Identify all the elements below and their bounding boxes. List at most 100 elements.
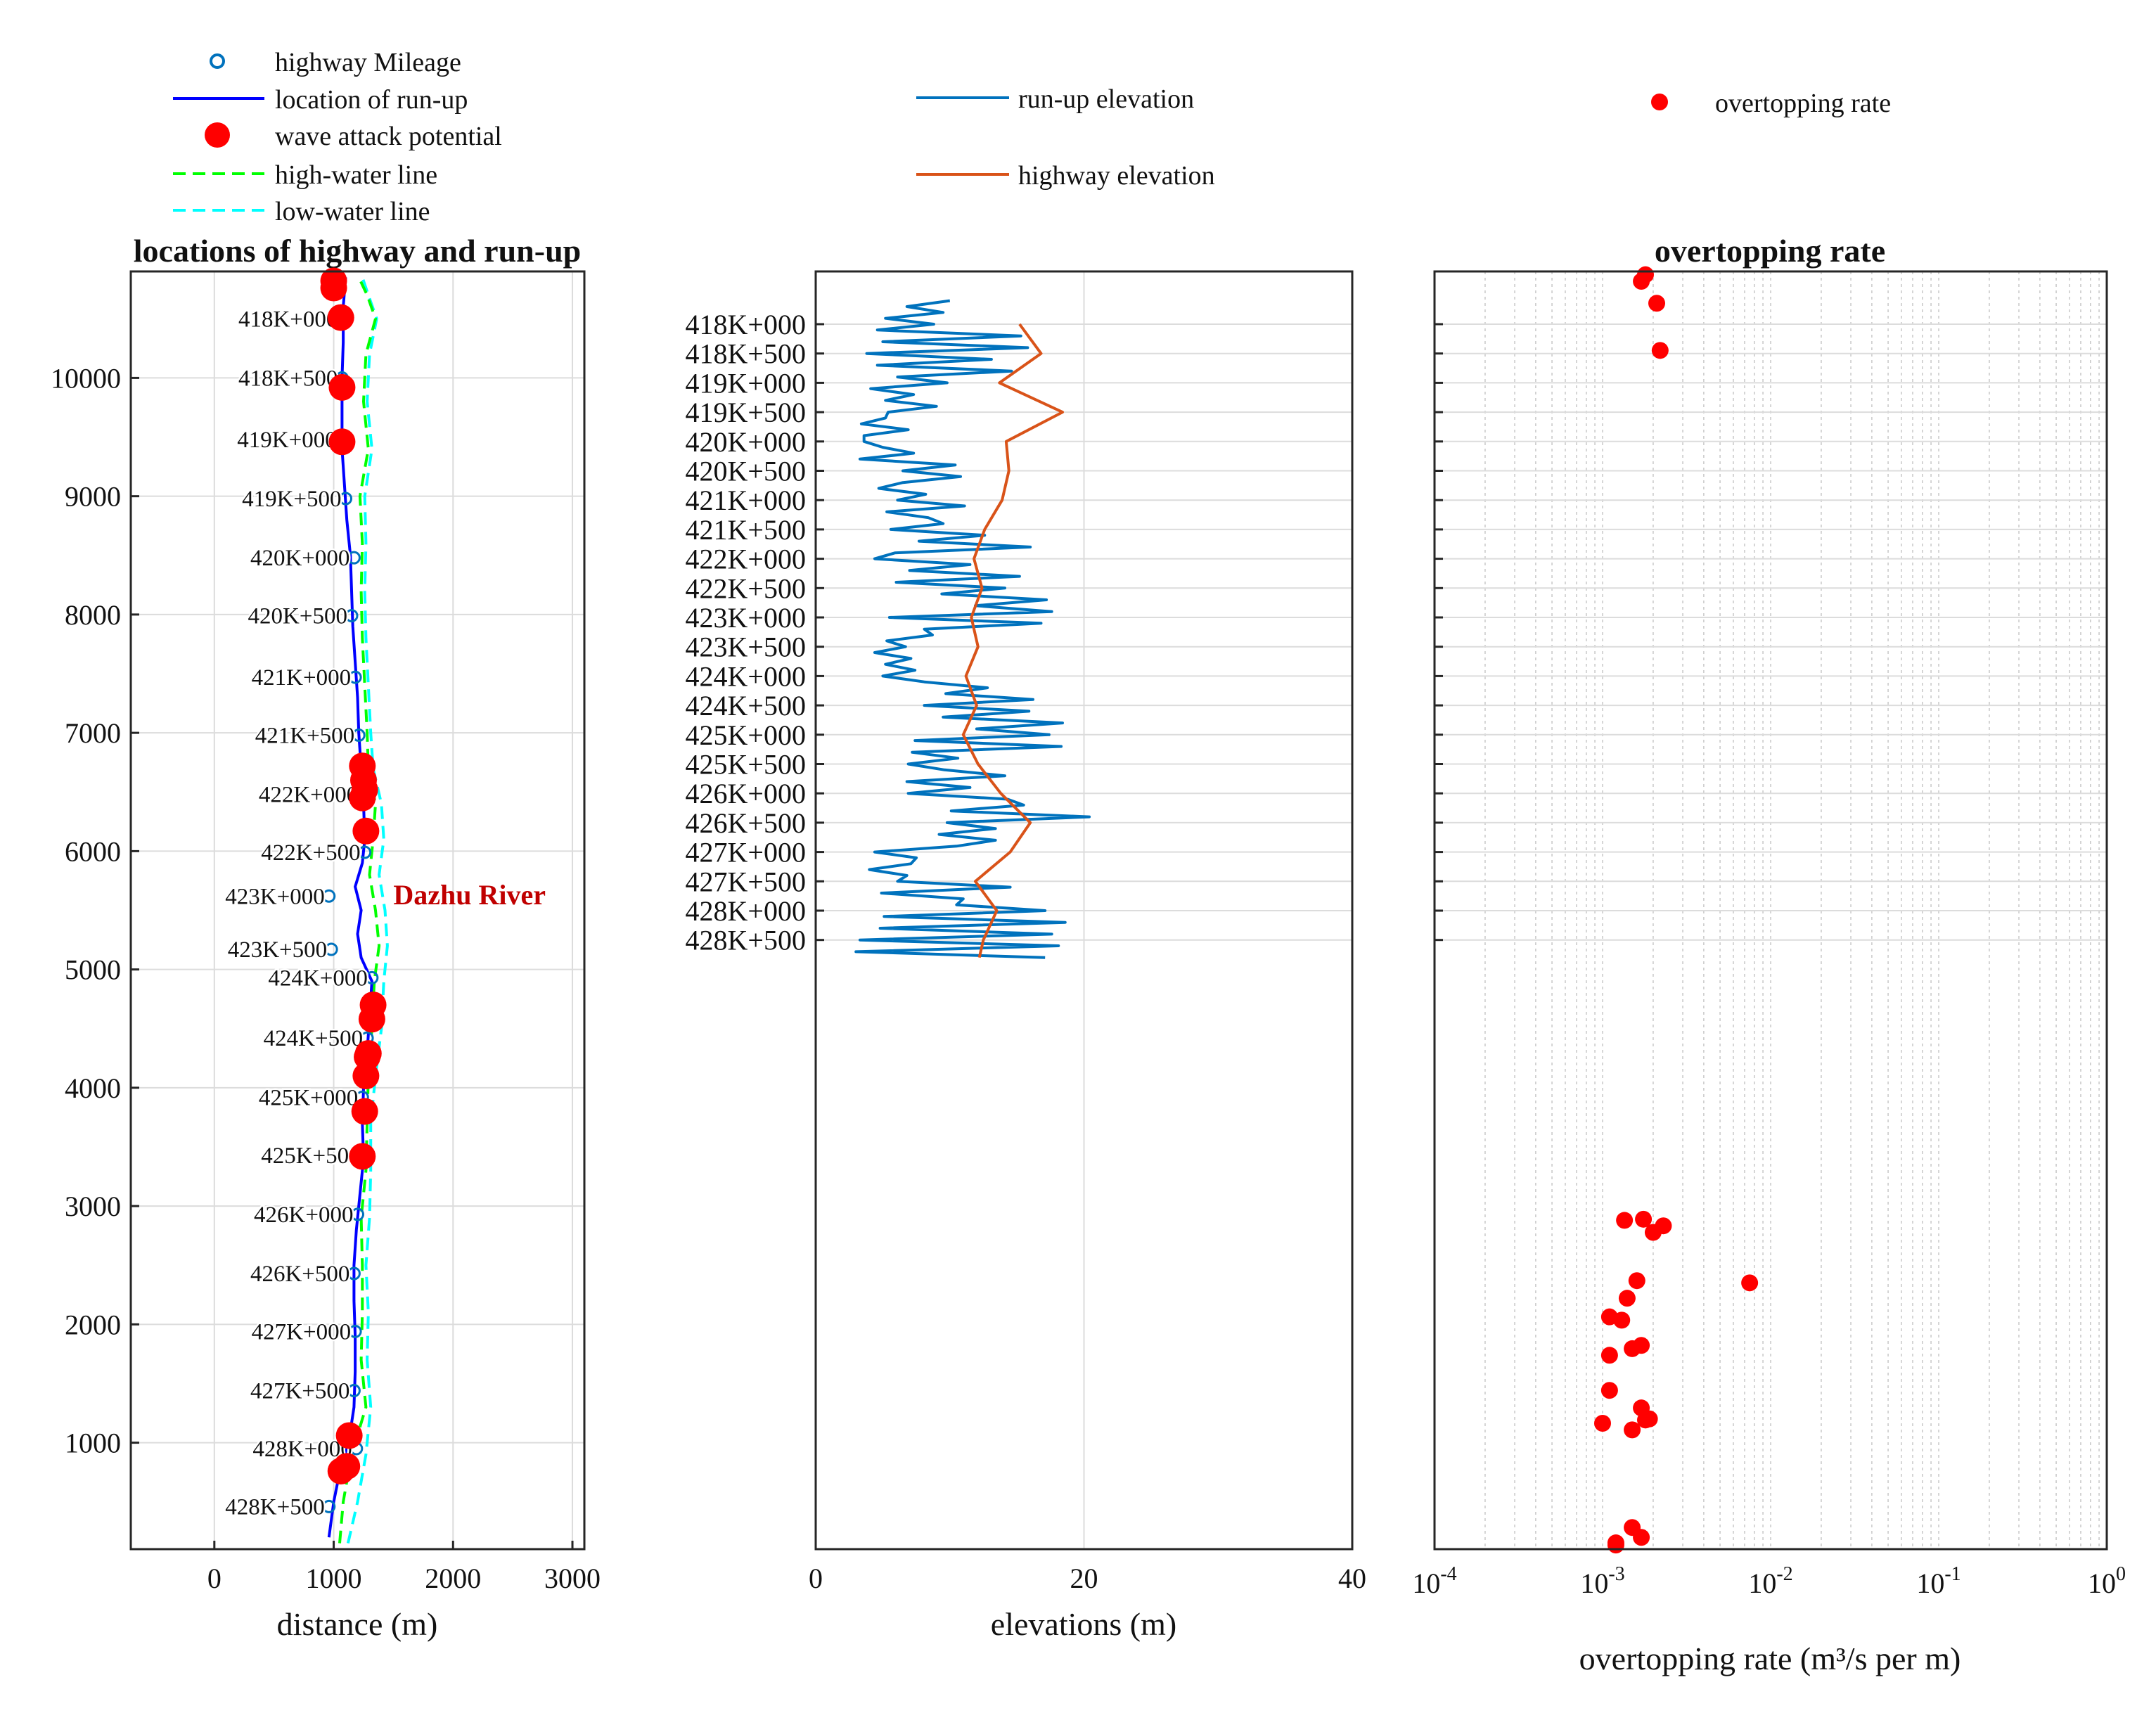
overtopping-point-15 xyxy=(1600,1347,1618,1364)
y-tick-label-12: 424K+000 xyxy=(686,660,806,692)
legend-high-water-label: high-water line xyxy=(275,160,437,190)
overtopping-point-8 xyxy=(1628,1272,1645,1290)
y-tick-label-6: 7000 xyxy=(65,717,121,749)
series-run-up-elevation xyxy=(854,299,1091,959)
mileage-marker-10 xyxy=(322,889,336,903)
overtopping-point-7 xyxy=(1644,1224,1662,1241)
panel-elevations-grid xyxy=(815,271,1353,1549)
mileage-label-19: 427K+500 xyxy=(250,1379,349,1404)
mileage-marker-9 xyxy=(358,845,372,859)
mileage-label-5: 420K+500 xyxy=(248,604,347,629)
panel-locations: locations of highway and run-up 418K+000… xyxy=(51,233,601,1642)
panel-locations-wave-attack xyxy=(320,267,387,1484)
wave-attack-point-14 xyxy=(352,1063,380,1090)
wave-attack-point-8 xyxy=(349,784,376,811)
panel-locations-frame xyxy=(129,270,586,1551)
legend-highway-elevation-label: highway elevation xyxy=(1018,161,1215,191)
legend-runup-location-label: location of run-up xyxy=(275,85,468,115)
mileage-label-13: 424K+500 xyxy=(264,1026,363,1051)
mileage-label-12: 424K+000 xyxy=(268,965,367,991)
y-tick-label-0: 418K+000 xyxy=(686,309,806,340)
y-tick-label-15: 425K+500 xyxy=(686,749,806,781)
high-water-line xyxy=(338,276,381,1544)
river-annotation: Dazhu River xyxy=(393,879,546,911)
panel-overtopping-title: overtopping rate xyxy=(1655,233,1885,269)
y-tick-label-21: 428K+500 xyxy=(686,925,806,956)
mileage-marker-4 xyxy=(347,551,361,565)
wave-attack-point-17 xyxy=(335,1422,363,1449)
panel-locations-ticks: 0 1000 2000 3000 1000 2000 3000 4000 5000 6000 700… xyxy=(51,362,601,1594)
overtopping-point-1 xyxy=(1633,273,1650,290)
legend-mileage-marker xyxy=(210,53,225,69)
mileage-label-8: 422K+000 xyxy=(259,783,358,808)
overtopping-point-12 xyxy=(1613,1311,1631,1329)
y-tick-label-4: 5000 xyxy=(65,954,121,986)
x-tick-label-1: 1000 xyxy=(306,1563,362,1594)
y-tick-label-5: 6000 xyxy=(65,835,121,867)
wave-attack-point-1 xyxy=(320,274,347,302)
runup-location-line xyxy=(327,277,373,1538)
panel-elevations-lines xyxy=(854,299,1091,959)
mileage-marker-3 xyxy=(339,492,353,506)
panel-elevations-xlabel: elevations (m) xyxy=(991,1606,1176,1642)
overtopping-point-2 xyxy=(1648,295,1666,312)
y-tick-label-3: 419K+500 xyxy=(686,397,806,428)
legend-wave-attack-marker xyxy=(205,122,230,148)
mileage-marker-16 xyxy=(351,1207,364,1221)
wave-attack-point-11 xyxy=(358,1006,385,1033)
wave-attack-point-9 xyxy=(352,817,380,845)
legend-low-water-label: low-water line xyxy=(275,197,430,226)
y-tick-label-16: 426K+000 xyxy=(686,778,806,809)
x-tick-label-3: 3000 xyxy=(544,1563,601,1594)
x-tick-label-0: 0 xyxy=(809,1563,823,1594)
overtopping-point-9 xyxy=(1741,1274,1759,1292)
y-tick-label-8: 9000 xyxy=(65,481,121,513)
y-tick-label-9: 10000 xyxy=(51,362,121,394)
y-tick-label-1: 2000 xyxy=(65,1309,121,1340)
mileage-marker-7 xyxy=(352,729,366,743)
panel-elevations-ticks: 0 20 40418K+000418K+500419K+000419K+500420… xyxy=(686,309,1366,1594)
mileage-label-9: 422K+500 xyxy=(261,840,360,866)
mileage-label-18: 427K+000 xyxy=(252,1319,351,1345)
mileage-label-16: 426K+000 xyxy=(254,1202,353,1228)
mileage-label-1: 418K+500 xyxy=(238,366,338,391)
y-tick-label-4: 420K+000 xyxy=(686,426,806,458)
panel-overtopping: overtopping rate 10-4 10-3 10-2 10-1 100 ove… xyxy=(1412,233,2126,1676)
overtopping-point-3 xyxy=(1651,342,1669,359)
x-tick-label-3: 10-1 xyxy=(1916,1563,1961,1599)
legend-middle: run-up elevation highway elevation xyxy=(916,84,1215,191)
mileage-marker-17 xyxy=(347,1266,361,1281)
overtopping-point-19 xyxy=(1637,1411,1655,1429)
legend-overtopping-marker xyxy=(1651,94,1668,110)
mileage-label-15: 425K+500 xyxy=(261,1143,360,1169)
y-tick-label-7: 8000 xyxy=(65,599,121,631)
mileage-marker-11 xyxy=(324,942,338,956)
overtopping-point-20 xyxy=(1594,1415,1611,1432)
wave-attack-point-3 xyxy=(328,373,356,401)
y-tick-label-7: 421K+500 xyxy=(686,514,806,546)
mileage-label-3: 419K+500 xyxy=(242,487,341,512)
wave-attack-point-2 xyxy=(327,304,354,331)
mileage-label-11: 423K+500 xyxy=(228,937,327,963)
y-tick-label-2: 419K+000 xyxy=(686,367,806,399)
mileage-marker-21 xyxy=(322,1499,336,1513)
wave-attack-point-15 xyxy=(351,1098,378,1125)
y-tick-label-10: 423K+000 xyxy=(686,602,806,634)
overtopping-point-25 xyxy=(1607,1536,1624,1554)
panel-locations-title: locations of highway and run-up xyxy=(134,233,582,269)
panel-overtopping-xlabel: overtopping rate (m³/s per m) xyxy=(1579,1641,1961,1676)
mileage-marker-19 xyxy=(347,1384,361,1398)
legend-right: overtopping rate xyxy=(1651,89,1891,118)
overtopping-point-10 xyxy=(1618,1290,1636,1307)
mileage-label-14: 425K+000 xyxy=(259,1085,358,1110)
mileage-label-17: 426K+500 xyxy=(250,1262,349,1287)
wave-attack-point-19 xyxy=(327,1457,354,1484)
legend-left: highway Mileage location of run-up wave … xyxy=(173,48,502,226)
x-tick-label-0: 10-4 xyxy=(1412,1563,1456,1599)
low-water-line xyxy=(346,276,389,1544)
y-tick-label-11: 423K+500 xyxy=(686,631,806,663)
mileage-label-10: 423K+000 xyxy=(225,884,324,909)
panel-overtopping-grid xyxy=(1435,271,2107,1549)
x-tick-label-2: 10-2 xyxy=(1748,1563,1792,1599)
